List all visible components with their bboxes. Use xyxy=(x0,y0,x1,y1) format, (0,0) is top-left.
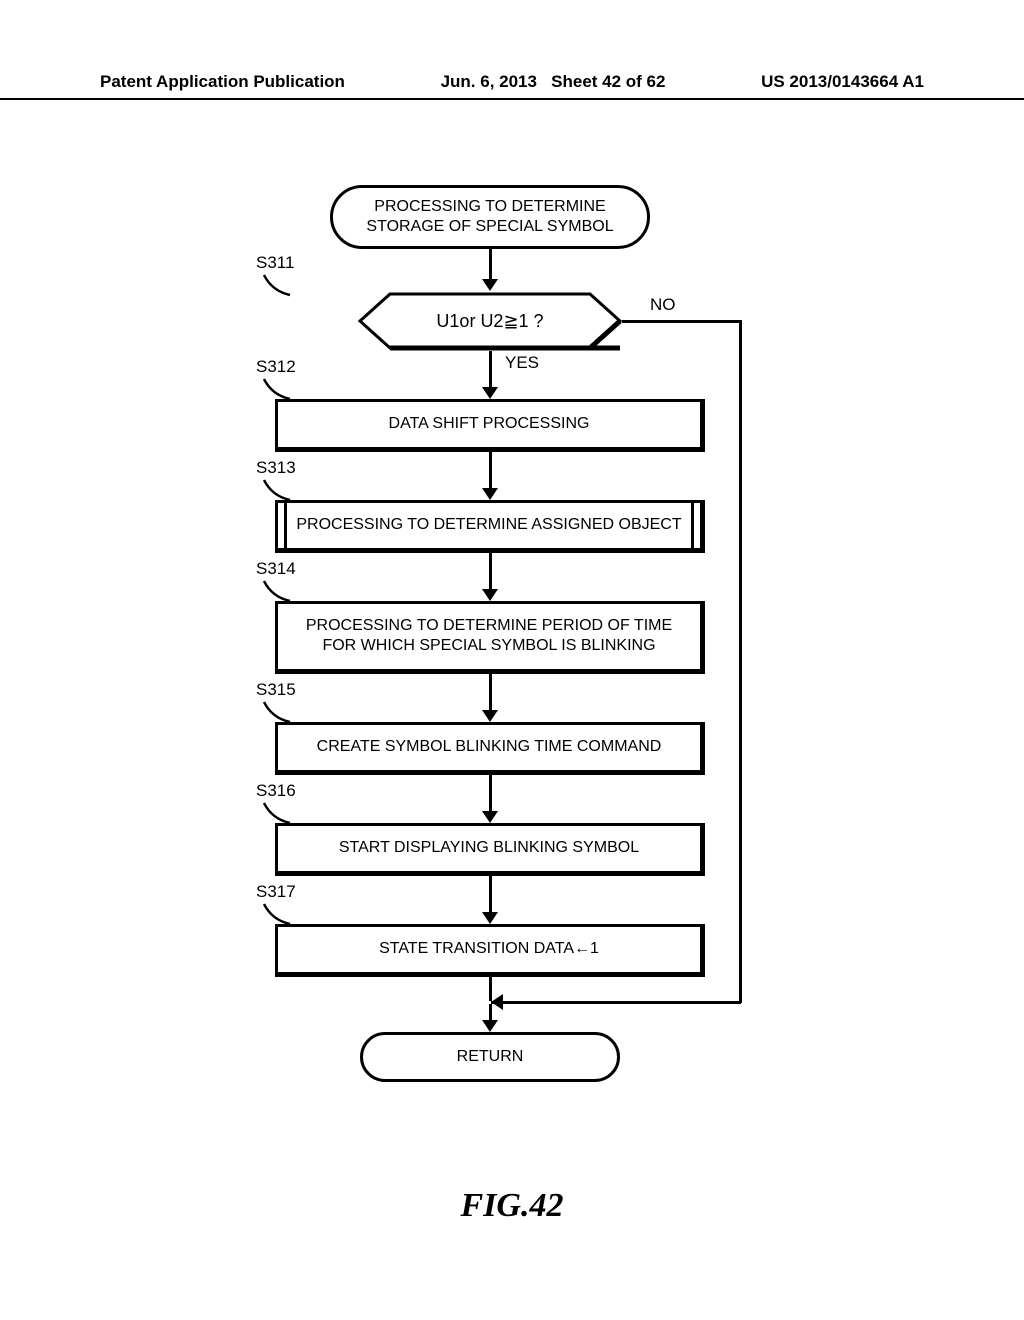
leader-line-icon xyxy=(262,801,292,825)
step-s316: S316 START DISPLAYING BLINKING SYMBOL xyxy=(260,823,720,876)
connector xyxy=(489,553,492,589)
leader-line-icon xyxy=(262,579,292,603)
arrowhead-icon xyxy=(482,279,498,291)
arrowhead-icon xyxy=(482,589,498,601)
header-mid: Jun. 6, 2013 Sheet 42 of 62 xyxy=(441,72,666,92)
step-s312: S312 DATA SHIFT PROCESSING xyxy=(260,399,720,452)
arrowhead-icon xyxy=(482,811,498,823)
connector xyxy=(489,876,492,912)
decision-node: U1or U2≧1 ? xyxy=(330,291,650,351)
arrowhead-icon xyxy=(482,912,498,924)
process-node: START DISPLAYING BLINKING SYMBOL xyxy=(275,823,705,876)
arrowhead-icon xyxy=(482,387,498,399)
process-node: PROCESSING TO DETERMINE PERIOD OF TIME F… xyxy=(275,601,705,675)
connector xyxy=(489,351,492,387)
patent-header: Patent Application Publication Jun. 6, 2… xyxy=(0,72,1024,100)
flow-return: RETURN xyxy=(360,1032,620,1082)
step-s317: S317 STATE TRANSITION DATA←1 xyxy=(260,924,720,977)
figure-caption: FIG.42 xyxy=(0,1187,1024,1225)
label-no: NO xyxy=(650,295,676,315)
process-node: DATA SHIFT PROCESSING xyxy=(275,399,705,452)
flow-start: PROCESSING TO DETERMINE STORAGE OF SPECI… xyxy=(330,185,650,249)
arrowhead-icon xyxy=(482,488,498,500)
connector xyxy=(489,249,492,279)
leader-line-icon xyxy=(262,902,292,926)
arrowhead-icon xyxy=(482,1020,498,1032)
leader-line-icon xyxy=(262,478,292,502)
label-yes: YES xyxy=(505,353,539,373)
connector xyxy=(489,674,492,710)
step-s315: S315 CREATE SYMBOL BLINKING TIME COMMAND xyxy=(260,722,720,775)
step-s313: S313 PROCESSING TO DETERMINE ASSIGNED OB… xyxy=(260,500,720,553)
process-node: CREATE SYMBOL BLINKING TIME COMMAND xyxy=(275,722,705,775)
leader-line-icon xyxy=(262,273,292,297)
connector xyxy=(489,775,492,811)
no-branch-h2 xyxy=(491,1001,741,1004)
header-pubno: US 2013/0143664 A1 xyxy=(761,72,924,92)
arrowhead-left-icon xyxy=(491,994,503,1010)
subroutine-node: PROCESSING TO DETERMINE ASSIGNED OBJECT xyxy=(275,500,705,553)
connector xyxy=(489,452,492,488)
process-node: STATE TRANSITION DATA←1 xyxy=(275,924,705,977)
step-s314: S314 PROCESSING TO DETERMINE PERIOD OF T… xyxy=(260,601,720,675)
arrowhead-icon xyxy=(482,710,498,722)
leader-line-icon xyxy=(262,377,292,401)
no-branch-h1 xyxy=(622,320,740,323)
header-left: Patent Application Publication xyxy=(100,72,345,92)
no-branch-v xyxy=(739,320,742,1003)
leader-line-icon xyxy=(262,700,292,724)
